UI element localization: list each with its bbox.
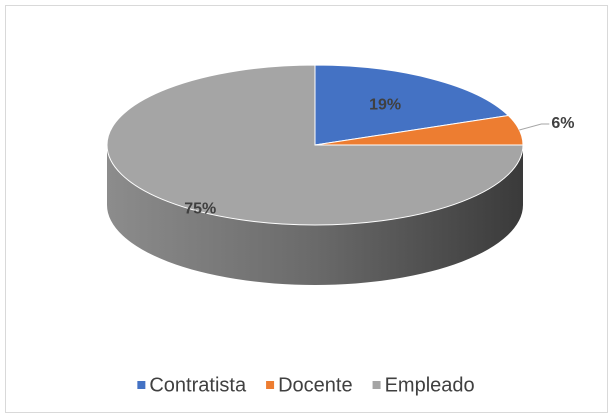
legend-label: Docente (278, 374, 353, 396)
pie-side (107, 145, 523, 285)
legend-label: Contratista (149, 374, 247, 396)
legend-swatch (266, 381, 275, 389)
leader-line (519, 123, 550, 131)
legend-swatch (372, 381, 381, 389)
pie-slice (106, 64, 524, 226)
data-label: 19% (369, 97, 401, 114)
data-label: 75% (184, 200, 216, 217)
legend-swatch (137, 381, 146, 389)
legend-label: Empleado (385, 374, 475, 396)
data-label: 6% (551, 115, 574, 132)
pie-slice (314, 64, 510, 146)
